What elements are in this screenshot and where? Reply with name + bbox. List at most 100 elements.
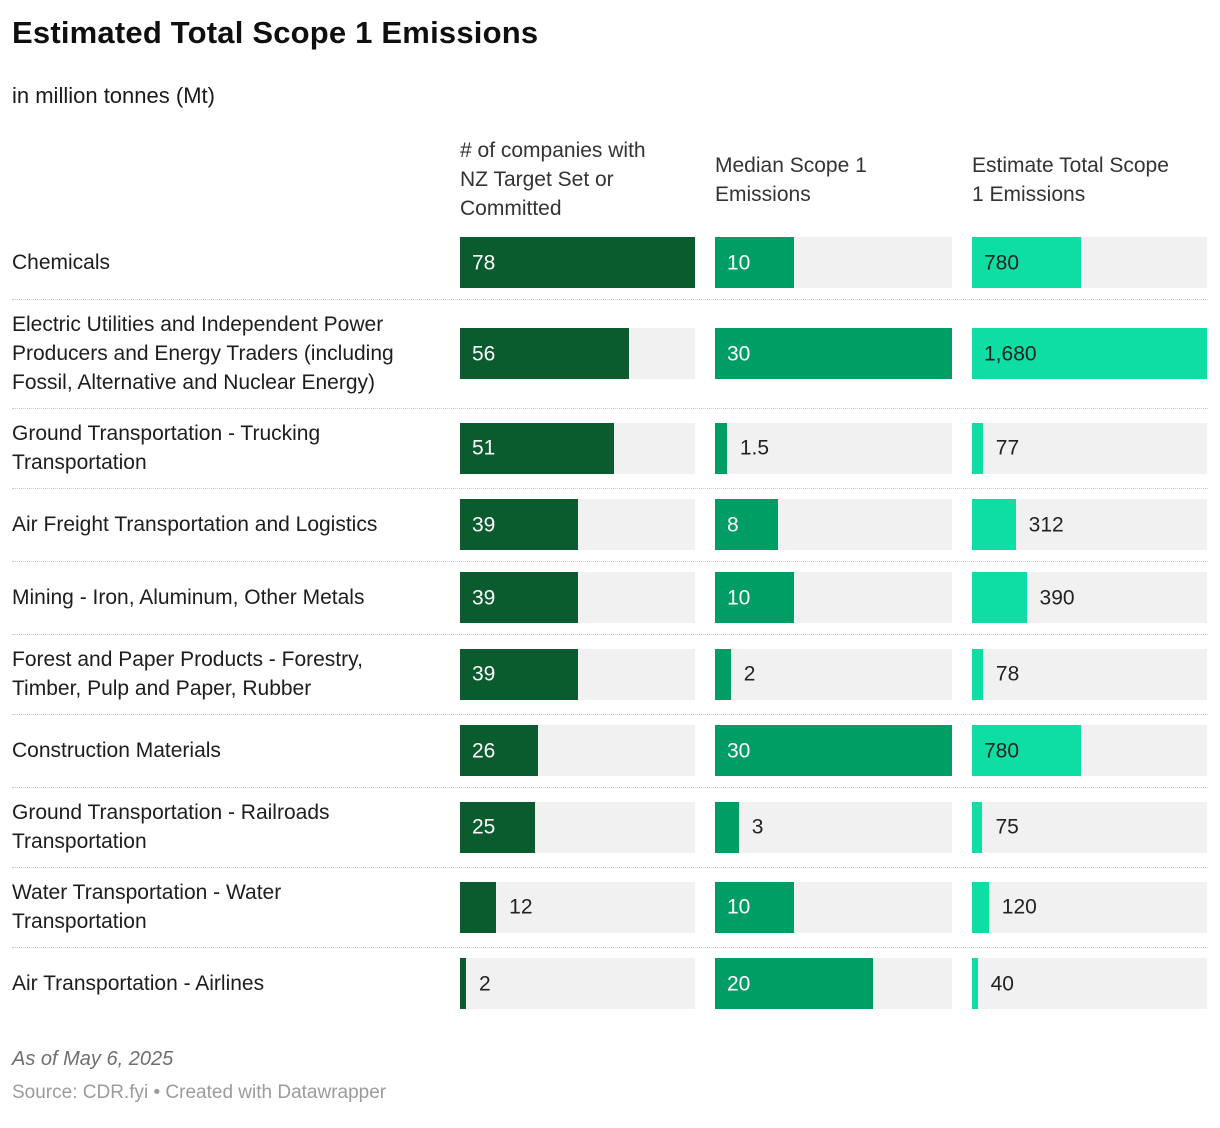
bar-value: 39 — [472, 513, 496, 536]
bar-track-total: 78 — [972, 648, 1207, 700]
bar-fill — [972, 881, 989, 933]
bar-fill — [460, 648, 578, 700]
bar-value: 39 — [472, 586, 496, 609]
bar-track-companies: 39 — [460, 648, 695, 700]
bar-fill — [460, 725, 539, 776]
row-label: Air Freight Transportation and Logistics — [12, 513, 378, 536]
bar-fill — [715, 648, 731, 700]
bar-fill — [972, 422, 983, 474]
bar-track-total: 40 — [972, 958, 1207, 1009]
row-label: Chemicals — [12, 251, 111, 274]
bar-value: 40 — [990, 972, 1014, 995]
bar-track-median: 10 — [715, 881, 952, 933]
row-label: Air Transportation - Airlines — [12, 972, 265, 995]
bar-track-median: 8 — [715, 499, 952, 550]
bar-fill — [460, 422, 614, 474]
table-row: Forest and Paper Products - Forestry, Ti… — [12, 635, 1208, 715]
bar-track-companies: 12 — [460, 881, 695, 933]
row-label: Ground Transportation - Railroads Transp… — [12, 801, 330, 853]
bar-track-companies: 2 — [460, 958, 695, 1009]
bar-value: 10 — [727, 586, 751, 609]
bar-track-median: 3 — [715, 801, 952, 853]
bar-fill — [972, 328, 1207, 379]
bar-fill — [715, 881, 794, 933]
table-row: Construction Materials 26 30 780 — [12, 715, 1208, 788]
bar-value: 2 — [479, 972, 491, 995]
bar-fill — [460, 801, 536, 853]
bar-value: 56 — [472, 342, 496, 365]
bar-track-companies: 39 — [460, 572, 695, 623]
bar-track-total: 390 — [972, 572, 1207, 623]
bar-value: 25 — [472, 815, 496, 839]
column-header-total-emissions: Estimate Total Scope 1 Emissions — [972, 153, 1169, 206]
column-header-row: # of companies with NZ Target Set or Com… — [12, 136, 1208, 223]
bar-track-median: 1.5 — [715, 422, 952, 474]
bar-value: 78 — [472, 251, 496, 274]
bar-value: 51 — [472, 436, 496, 460]
bar-fill — [715, 801, 739, 853]
bar-value: 20 — [727, 972, 751, 995]
bar-track-companies: 51 — [460, 422, 695, 474]
table-row: Electric Utilities and Independent Power… — [12, 300, 1208, 409]
table-row: Air Transportation - Airlines 2 20 40 — [12, 948, 1208, 1020]
table-row: Water Transportation - Water Transportat… — [12, 868, 1208, 948]
column-header-companies: # of companies with NZ Target Set or Com… — [460, 139, 646, 220]
bar-value: 1,680 — [984, 342, 1037, 365]
bar-fill — [715, 237, 794, 288]
bar-fill — [972, 801, 983, 853]
bar-track-total: 780 — [972, 725, 1207, 776]
bar-value: 39 — [472, 662, 496, 686]
bar-fill — [460, 237, 695, 288]
bar-fill — [460, 328, 629, 379]
bar-track-median: 30 — [715, 328, 952, 379]
bar-value: 26 — [472, 739, 496, 762]
bar-table: Chemicals 78 10 780 Electric Utilities and I… — [12, 227, 1208, 1020]
bar-track-total: 312 — [972, 499, 1207, 550]
bar-fill — [715, 572, 794, 623]
chart-footer: As of May 6, 2025 Source: CDR.fyi • Crea… — [12, 1046, 1208, 1105]
bar-value: 390 — [1039, 586, 1075, 609]
bar-value: 10 — [727, 895, 751, 919]
bar-track-companies: 78 — [460, 237, 695, 288]
bar-fill — [972, 572, 1027, 623]
bar-track-median: 10 — [715, 237, 952, 288]
bar-fill — [715, 725, 952, 776]
bar-fill — [715, 499, 779, 550]
table-row: Ground Transportation - Railroads Transp… — [12, 788, 1208, 868]
bar-value: 780 — [984, 251, 1020, 274]
row-label: Ground Transportation - Trucking Transpo… — [12, 422, 321, 474]
row-label: Construction Materials — [12, 739, 221, 762]
bar-track-total: 120 — [972, 881, 1207, 933]
bar-fill — [972, 648, 983, 700]
bar-fill — [715, 328, 952, 379]
bar-value: 120 — [1001, 895, 1037, 919]
bar-fill — [972, 958, 978, 1009]
bar-value: 30 — [727, 342, 751, 365]
bar-track-total: 780 — [972, 237, 1207, 288]
bar-value: 1.5 — [739, 436, 770, 460]
bar-track-median: 10 — [715, 572, 952, 623]
row-label: Forest and Paper Products - Forestry, Ti… — [12, 648, 363, 700]
bar-value: 312 — [1028, 513, 1064, 536]
bar-track-median: 30 — [715, 725, 952, 776]
bar-value: 3 — [751, 815, 764, 839]
bar-track-median: 2 — [715, 648, 952, 700]
bar-fill — [460, 499, 578, 550]
bar-value: 30 — [727, 739, 751, 762]
footer-source: Source: CDR.fyi • Created with Datawrapp… — [12, 1082, 387, 1103]
bar-value: 10 — [727, 251, 751, 274]
bar-fill — [460, 572, 578, 623]
bar-track-total: 77 — [972, 422, 1207, 474]
row-label: Electric Utilities and Independent Power… — [12, 313, 394, 394]
bar-value: 2 — [743, 662, 756, 686]
bar-fill — [460, 958, 467, 1009]
bar-track-companies: 56 — [460, 328, 695, 379]
bar-value: 75 — [995, 815, 1019, 839]
footer-note: As of May 6, 2025 — [12, 1048, 174, 1070]
table-row: Air Freight Transportation and Logistics… — [12, 489, 1208, 562]
bar-track-companies: 25 — [460, 801, 695, 853]
bar-track-companies: 39 — [460, 499, 695, 550]
bar-fill — [460, 881, 497, 933]
column-header-median-emissions: Median Scope 1 Emissions — [715, 153, 867, 206]
bar-value: 78 — [995, 662, 1020, 686]
